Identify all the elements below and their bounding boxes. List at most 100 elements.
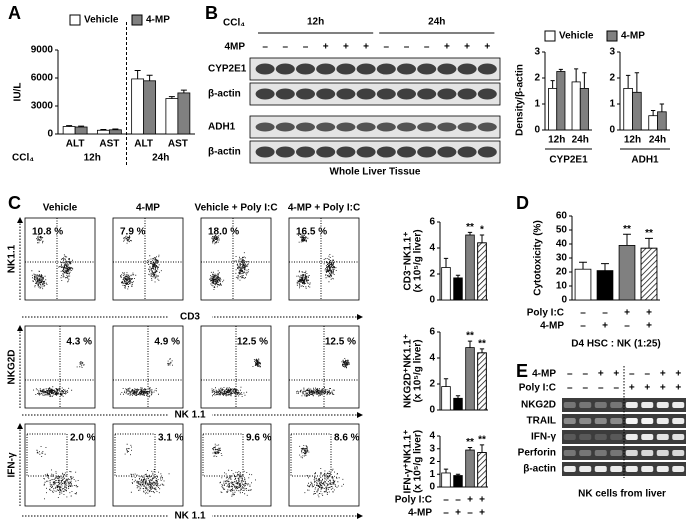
y-tick-label: 6 — [429, 217, 435, 228]
blot-band — [296, 88, 315, 100]
y-tick-label: 2 — [429, 456, 435, 467]
gel-band — [579, 466, 592, 472]
event-dots — [211, 358, 261, 397]
plot-frame — [288, 217, 360, 301]
label-bg — [6, 347, 18, 387]
y-axis-label: IFN-γ⁺NK1.1⁺ — [403, 430, 414, 494]
blot-band — [477, 63, 497, 75]
x-tick-label: ALT — [134, 139, 153, 150]
bar — [453, 397, 463, 411]
sign: + — [444, 42, 450, 53]
event-dots — [31, 234, 74, 290]
percentage: 2.0 % — [70, 433, 96, 444]
sign: – — [283, 42, 289, 53]
band-label: NKG2D — [521, 400, 556, 411]
condition-sign: – — [582, 369, 588, 380]
sign: + — [343, 42, 349, 53]
time-label: 12h — [307, 17, 324, 28]
blot-band — [397, 122, 416, 132]
blot-band — [255, 146, 275, 158]
gel-band — [656, 402, 669, 408]
blot-band — [457, 88, 477, 100]
error-bar — [455, 473, 461, 476]
error-bar — [479, 348, 485, 353]
y-tick-label: 1 — [534, 99, 540, 110]
condition-sign: – — [580, 308, 586, 319]
sign: + — [323, 42, 329, 53]
time-label: 24h — [428, 17, 445, 28]
x-tick-label: ALT — [66, 139, 85, 150]
percentage: 12.5 % — [237, 337, 268, 348]
condition-sign: – — [613, 383, 619, 394]
y-tick-label: 0 — [534, 125, 540, 136]
y-tick-label: 0 — [609, 125, 615, 136]
condition-label: 4-MP — [408, 508, 432, 519]
y-axis-label: Density/β-actin — [515, 64, 526, 136]
x-tick-label: 24h — [572, 135, 589, 146]
gate — [290, 433, 332, 477]
condition-sign: + — [467, 495, 473, 506]
bar — [62, 126, 76, 135]
y-tick-label: 20 — [556, 267, 568, 278]
y-axis-label: NKG2D — [7, 349, 18, 384]
condition-label: Poly I:C — [527, 308, 564, 319]
band-label: β-actin — [208, 147, 241, 158]
bar — [596, 270, 614, 301]
panel-letter: D — [516, 193, 529, 213]
condition-label: 4-MP — [540, 321, 564, 332]
blot-band — [397, 63, 416, 75]
blot-band — [356, 122, 376, 132]
error-bar — [574, 68, 579, 82]
sign: – — [262, 42, 268, 53]
plot-frame — [200, 423, 272, 507]
y-tick-label: 9000 — [31, 45, 54, 56]
bar — [632, 91, 642, 131]
error-bar — [582, 72, 587, 89]
condition-sign: + — [675, 369, 681, 380]
y-tick-label: 0 — [429, 405, 435, 416]
gel-band — [594, 450, 607, 456]
gel-band — [594, 466, 607, 472]
error-bar — [479, 444, 485, 453]
sign: – — [424, 42, 430, 53]
gel-band — [563, 466, 576, 472]
legend-swatch — [606, 30, 618, 42]
gel-band — [641, 418, 654, 424]
gate — [114, 433, 156, 477]
condition-label: Poly I:C — [395, 495, 432, 506]
gel-band — [656, 418, 669, 424]
condition-sign: – — [644, 369, 650, 380]
band-label: β-actin — [208, 89, 241, 100]
blot-band — [437, 122, 457, 132]
sign: – — [303, 42, 309, 53]
blot-band — [376, 88, 396, 100]
x-tick-label: AST — [168, 139, 188, 150]
error-bar — [78, 125, 85, 127]
significance: ** — [478, 435, 486, 446]
y-axis-label: NKG2D⁺NK1.1⁺ — [403, 334, 414, 408]
y-tick-label: 40 — [556, 239, 568, 250]
blot-band — [477, 146, 497, 158]
condition-sign: + — [660, 383, 666, 394]
x-axis-label: D4 HSC : NK (1:25) — [571, 339, 660, 350]
blot-band — [417, 122, 437, 132]
condition-sign: – — [624, 321, 630, 332]
y-tick-label: 3 — [534, 47, 540, 58]
sign: – — [384, 42, 390, 53]
significance: ** — [466, 437, 474, 448]
blot-band — [376, 122, 396, 132]
significance: ** — [478, 339, 486, 350]
blot-band — [296, 63, 315, 75]
blot-band — [336, 63, 356, 75]
legend-label: 4-MP — [146, 15, 170, 26]
error-bar — [112, 128, 119, 130]
percentage: 9.6 % — [246, 433, 272, 444]
gel-band — [579, 402, 592, 408]
event-dots — [296, 358, 350, 397]
percentage: 8.6 % — [334, 433, 360, 444]
y-axis-label: (x 10⁵/g liver) — [413, 339, 424, 402]
bar — [143, 80, 157, 135]
label-bg — [168, 510, 212, 522]
error-bar — [601, 263, 609, 271]
